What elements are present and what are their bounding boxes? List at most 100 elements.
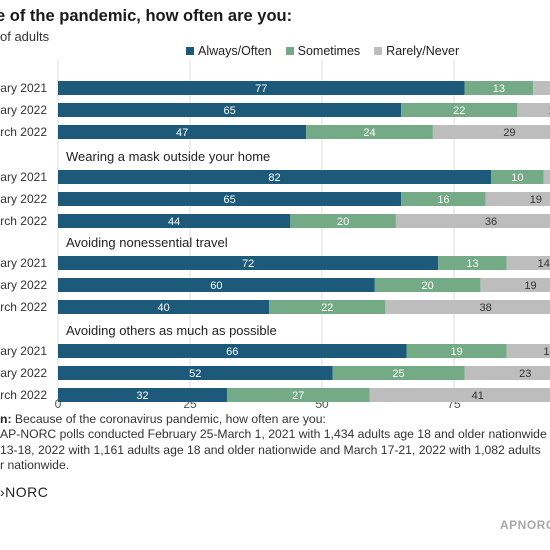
bar-segment <box>58 170 491 184</box>
source-note-line-2: 13-18, 2022 with 1,161 adults age 18 and… <box>0 442 541 457</box>
row-label: uary 2021 <box>0 81 47 95</box>
data-label: 24 <box>363 127 375 139</box>
data-label: 19 <box>530 194 542 206</box>
question-note-text: Because of the coronavirus pandemic, how… <box>11 412 326 426</box>
bar-segment <box>517 103 550 117</box>
bar-segment <box>485 192 550 206</box>
row-label: rary 2022 <box>0 192 47 206</box>
bar-segment <box>226 388 370 402</box>
bar-segment <box>58 366 333 380</box>
row-label: arch 2022 <box>0 300 47 314</box>
bar-segment <box>480 278 550 292</box>
bar-segment <box>464 81 534 95</box>
bar-segment <box>401 192 486 206</box>
group-label: Wearing a mask outside your home <box>66 149 270 164</box>
row-label: arch 2022 <box>0 125 47 139</box>
source-note-line-1: AP-NORC polls conducted February 25-Marc… <box>0 427 547 442</box>
data-label: 13 <box>466 258 478 270</box>
source-note-line-3: r nationwide. <box>0 458 70 473</box>
data-label: 20 <box>337 216 349 228</box>
data-label: 29 <box>503 127 515 139</box>
chart-subtitle: of adults <box>0 29 50 44</box>
question-note: n: Because of the coronavirus pandemic, … <box>0 412 550 427</box>
row-label: rary 2022 <box>0 366 47 380</box>
row-label: uary 2021 <box>0 170 47 184</box>
bar-segment <box>533 81 550 95</box>
data-label: 66 <box>226 346 238 358</box>
data-label: 19 <box>524 280 536 292</box>
logo-text: NORC <box>5 484 49 500</box>
bar-segment <box>58 256 439 270</box>
data-label: 82 <box>268 172 280 184</box>
bar-segment <box>58 278 375 292</box>
data-label: 47 <box>176 127 188 139</box>
bar-segment <box>506 256 550 270</box>
row-label: uary 2021 <box>0 256 47 270</box>
bar-segment <box>332 366 465 380</box>
group-label: Avoiding others as much as possible <box>66 323 277 338</box>
notes: n: Because of the coronavirus pandemic, … <box>0 412 550 474</box>
bar-segment <box>58 300 270 314</box>
data-label: 65 <box>223 194 235 206</box>
data-label: 27 <box>292 390 304 402</box>
data-label: 19 <box>451 346 463 358</box>
x-tick-label: 0 <box>55 397 62 410</box>
bar-segment <box>58 388 227 402</box>
norc-logo: ›NORC <box>0 484 48 500</box>
legend-swatch-rarely <box>374 47 383 55</box>
data-label: 16 <box>437 194 449 206</box>
bar-segment <box>58 103 402 117</box>
bar-segment <box>58 81 465 95</box>
group-label: Avoiding nonessential travel <box>66 235 228 250</box>
bar-segment <box>406 344 507 358</box>
bar-segment <box>395 214 550 228</box>
data-label: 40 <box>157 302 169 314</box>
bar-segment <box>290 214 396 228</box>
data-label: 36 <box>485 216 497 228</box>
logo-arrow-icon: › <box>0 484 6 500</box>
legend-swatch-sometimes <box>285 47 294 55</box>
legend-label-always: Always/Often <box>198 44 272 58</box>
data-label: 32 <box>136 390 148 402</box>
bar-segment <box>58 344 407 358</box>
row-label: arch 2022 <box>0 214 47 228</box>
legend: Always/Often Sometimes Rarely/Never <box>186 44 459 58</box>
legend-swatch-always <box>186 47 194 55</box>
bar-segment <box>369 388 550 402</box>
data-label: 22 <box>453 105 465 117</box>
bar-segment <box>58 192 402 206</box>
data-label: 14 <box>538 258 550 270</box>
data-label: 65 <box>223 105 235 117</box>
bar-segment <box>58 214 291 228</box>
bar-segment <box>306 125 433 139</box>
data-label: 60 <box>210 280 222 292</box>
data-label: 1 <box>549 105 550 117</box>
bar-segment <box>490 170 544 184</box>
data-label: 52 <box>189 368 201 380</box>
bar-segment <box>464 366 550 380</box>
legend-label-sometimes: Sometimes <box>297 44 361 58</box>
row-label: arch 2022 <box>0 388 47 402</box>
data-label: 23 <box>519 368 531 380</box>
bar-segment <box>58 125 307 139</box>
data-label: 1 <box>543 346 549 358</box>
bar-segment <box>401 103 518 117</box>
data-label: 25 <box>392 368 404 380</box>
apnorc-credit: APNORC <box>500 518 550 532</box>
bar-segment <box>543 170 550 184</box>
data-label: 44 <box>168 216 180 228</box>
chart-title: e of the pandemic, how often are you: <box>0 7 293 25</box>
bar-segment <box>432 125 550 139</box>
legend-item-rarely: Rarely/Never <box>374 44 459 58</box>
data-label: 72 <box>242 258 254 270</box>
row-label: uary 2021 <box>0 344 47 358</box>
data-label: 38 <box>480 302 492 314</box>
data-label: 20 <box>421 280 433 292</box>
data-label: 77 <box>255 83 267 95</box>
data-label: 10 <box>511 172 523 184</box>
row-label: rary 2022 <box>0 278 47 292</box>
bar-segment <box>374 278 481 292</box>
bar-segment <box>269 300 386 314</box>
bar-segment <box>438 256 507 270</box>
